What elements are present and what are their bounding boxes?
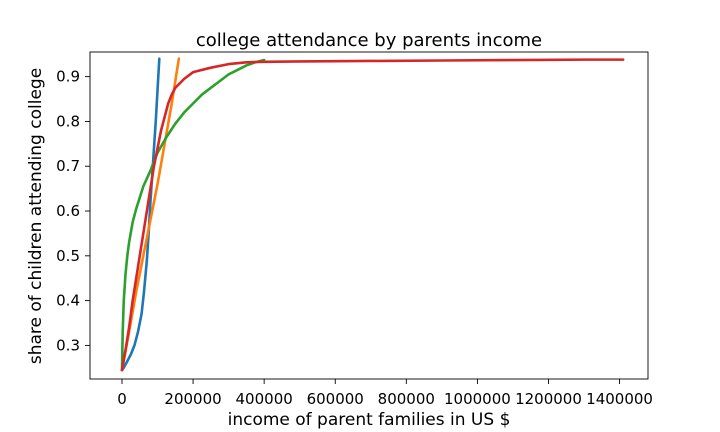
y-tick-label: 0.8 xyxy=(56,112,80,130)
y-tick-label: 0.7 xyxy=(56,157,80,175)
y-tick-label: 0.6 xyxy=(56,202,80,220)
x-tick-label: 200000 xyxy=(164,390,221,408)
x-tick-label: 1400000 xyxy=(586,390,653,408)
x-axis: 0 200000 400000 600000 800000 1000000 1200000 1… xyxy=(117,379,653,408)
x-axis-label: income of parent families in US $ xyxy=(228,410,511,430)
series-line-3 xyxy=(120,58,266,372)
series-line-1 xyxy=(120,57,161,372)
x-tick-label: 600000 xyxy=(307,390,364,408)
chart-title: college attendance by parents income xyxy=(196,30,542,51)
y-tick-label: 0.9 xyxy=(56,68,80,86)
x-tick-label: 800000 xyxy=(378,390,435,408)
x-tick-label: 1200000 xyxy=(515,390,582,408)
y-axis: 0.3 0.4 0.5 0.6 0.7 0.8 0.9 xyxy=(56,68,90,354)
series-line-4 xyxy=(120,58,625,372)
x-tick-label: 400000 xyxy=(236,390,293,408)
x-tick-label: 1000000 xyxy=(444,390,511,408)
y-tick-label: 0.5 xyxy=(56,247,80,265)
plot-area xyxy=(89,51,649,380)
y-tick-label: 0.3 xyxy=(56,336,80,354)
x-tick-label: 0 xyxy=(117,390,127,408)
y-axis-label: share of children attending college xyxy=(26,68,46,364)
y-tick-label: 0.4 xyxy=(56,292,80,310)
plot-frame xyxy=(89,51,649,380)
